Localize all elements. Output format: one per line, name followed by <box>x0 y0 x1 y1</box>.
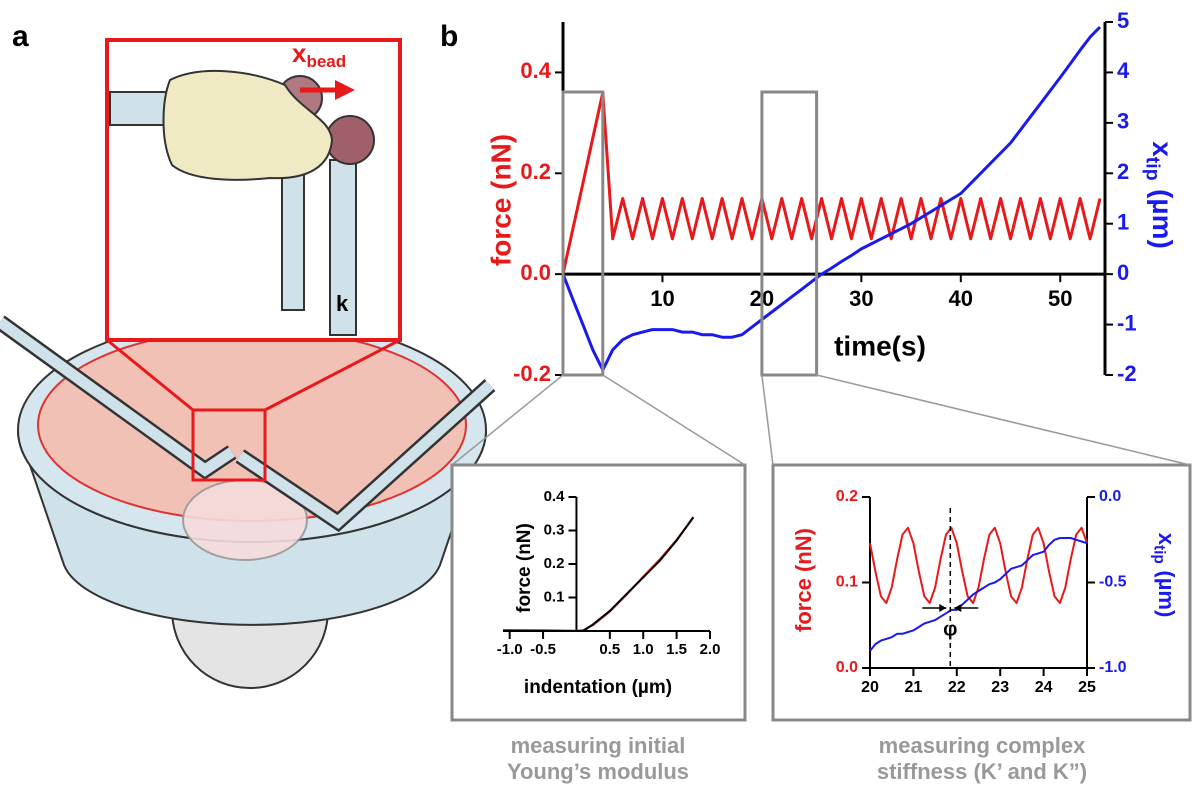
y-tick-label: 0.0 <box>836 659 858 676</box>
y-tick-label: 0.2 <box>544 555 565 572</box>
y-tick-label: -0.2 <box>513 361 551 386</box>
y2-tick-label: -1 <box>1117 310 1137 335</box>
data-line <box>561 25 1102 372</box>
bead <box>325 115 375 165</box>
y-tick-label: 0.4 <box>544 488 566 505</box>
panel-label: b <box>440 20 458 53</box>
label-main: x <box>1154 533 1179 546</box>
connector <box>761 374 774 466</box>
connector <box>451 374 564 466</box>
panel-label: a <box>12 20 29 53</box>
connector <box>816 374 1191 466</box>
y2-tick-label: -0.5 <box>1099 574 1127 591</box>
x-tick-label: 2.0 <box>700 641 721 658</box>
caption: measuring initial <box>511 733 686 758</box>
phase-label: φ <box>943 618 957 640</box>
y-tick-label: 0.2 <box>836 488 858 505</box>
caption: Young’s modulus <box>507 759 689 784</box>
x-tick-label: 20 <box>861 679 879 696</box>
x-tick-label: 40 <box>949 286 973 311</box>
label-sub: tip <box>1150 545 1167 564</box>
y2-tick-label: 4 <box>1117 58 1130 83</box>
y-tick-label: 0.2 <box>520 159 551 184</box>
x-tick-label: 10 <box>650 286 674 311</box>
data-line <box>503 516 695 632</box>
x-tick-label: 24 <box>1035 679 1053 696</box>
y-tick-label: 0.1 <box>836 574 858 591</box>
y-tick-label: 0.0 <box>520 260 551 285</box>
inset-frame <box>450 463 747 722</box>
x-tick-label: 0.5 <box>599 641 620 658</box>
highlight-box <box>760 90 819 377</box>
caption: measuring complex <box>879 733 1086 758</box>
x-axis-label: time(s) <box>834 330 926 361</box>
x-tick-label: 25 <box>1078 679 1096 696</box>
y-axis-label: force (nN) <box>485 134 516 266</box>
pipette-left <box>0 317 236 477</box>
y2-tick-label: 1 <box>1117 210 1129 235</box>
label-unit: (µm) <box>1147 189 1178 249</box>
y2-tick-label: 3 <box>1117 109 1129 134</box>
x-tick-label: 21 <box>905 679 923 696</box>
data-line <box>869 537 1088 652</box>
label-main: x <box>1147 141 1178 157</box>
k-label: k <box>336 291 349 316</box>
x-tick-label: 1.5 <box>666 641 687 658</box>
highlight-box <box>561 90 605 377</box>
label-main: x <box>292 38 307 68</box>
inset-frame <box>771 463 1192 722</box>
y2-tick-label: 2 <box>1117 159 1129 184</box>
label-sub: tip <box>1141 157 1163 181</box>
y2-tick-label: -1.0 <box>1099 659 1127 676</box>
label-sub: bead <box>306 52 346 71</box>
x-axis-label: indentation (µm) <box>524 677 672 698</box>
y-axis-label: force (nN) <box>791 528 816 632</box>
x-tick-label: 30 <box>849 286 873 311</box>
connector <box>602 374 746 466</box>
y2-tick-label: 0 <box>1117 260 1129 285</box>
y-axis-label: force (nN) <box>514 523 535 613</box>
bead-label: xbead <box>292 38 346 72</box>
arrow-head <box>335 80 355 100</box>
data-line <box>869 526 1088 604</box>
x-tick-label: 50 <box>1048 286 1072 311</box>
y2-axis-label: xtip (µm) <box>1150 533 1179 618</box>
x-tick-label: 1.0 <box>633 641 654 658</box>
phase-arrow-head <box>939 604 962 612</box>
caption: stiffness (K’ and K”) <box>877 759 1087 784</box>
y2-tick-label: 0.0 <box>1099 488 1121 505</box>
data-line <box>561 91 1102 275</box>
y2-axis-label: xtip (µm) <box>1141 141 1177 249</box>
y2-tick-label: 5 <box>1117 8 1129 33</box>
y-tick-label: 0.1 <box>544 588 565 605</box>
illustration: xbead k <box>0 38 496 689</box>
x-tick-label: -1.0 <box>497 641 523 658</box>
x-tick-label: 23 <box>991 679 1009 696</box>
zoom-line <box>264 338 401 412</box>
zoom-box <box>191 408 267 482</box>
zoom-line <box>106 338 194 412</box>
pipette-right <box>236 380 494 529</box>
y2-tick-label: -2 <box>1117 361 1137 386</box>
y-tick-label: 0.4 <box>520 58 551 83</box>
label-unit: (µm) <box>1154 570 1179 617</box>
y-tick-label: 0.3 <box>544 521 565 538</box>
x-tick-label: 22 <box>948 679 966 696</box>
cell <box>162 69 334 181</box>
x-tick-label: -0.5 <box>530 641 556 658</box>
